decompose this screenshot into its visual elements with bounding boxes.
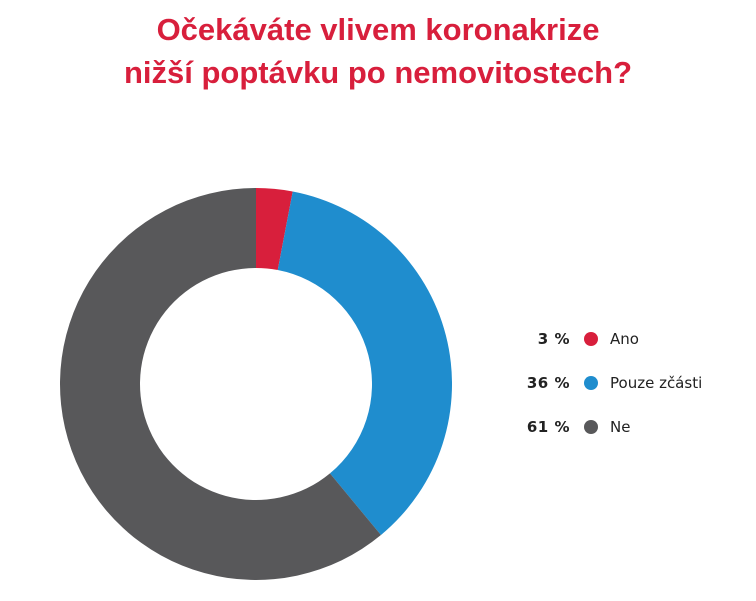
legend-swatch-ne xyxy=(584,420,598,434)
donut-slices xyxy=(59,188,452,580)
chart-title-line-1: Očekáváte vlivem koronakrize xyxy=(156,12,600,47)
legend-label-ano: Ano xyxy=(610,330,639,348)
legend-value-ne: 61 % xyxy=(526,418,570,436)
donut-slice-ne xyxy=(59,188,381,580)
donut-slice-pouze-zčásti xyxy=(277,191,452,536)
legend-item-ano: 3 % Ano xyxy=(510,326,750,370)
donut-slice-ano xyxy=(256,188,293,271)
legend-swatch-pouze-zcasti xyxy=(584,376,598,390)
chart-title-line-2: nižší poptávku po nemovitostech? xyxy=(123,55,633,90)
legend-item-pouze-zcasti: 36 % Pouze zčásti xyxy=(510,370,750,414)
legend-value-pouze-zcasti: 36 % xyxy=(526,374,570,392)
legend-label-ne: Ne xyxy=(610,418,631,436)
legend-value-ano: 3 % xyxy=(537,330,570,348)
legend-item-ne: 61 % Ne xyxy=(510,414,750,458)
chart-title: Očekáváte vlivem koronakrize nižší poptá… xyxy=(0,8,756,94)
legend: 3 % Ano 36 % Pouze zčásti 61 % Ne xyxy=(510,326,750,458)
legend-swatch-ano xyxy=(584,332,598,346)
legend-label-pouze-zcasti: Pouze zčásti xyxy=(610,374,703,392)
